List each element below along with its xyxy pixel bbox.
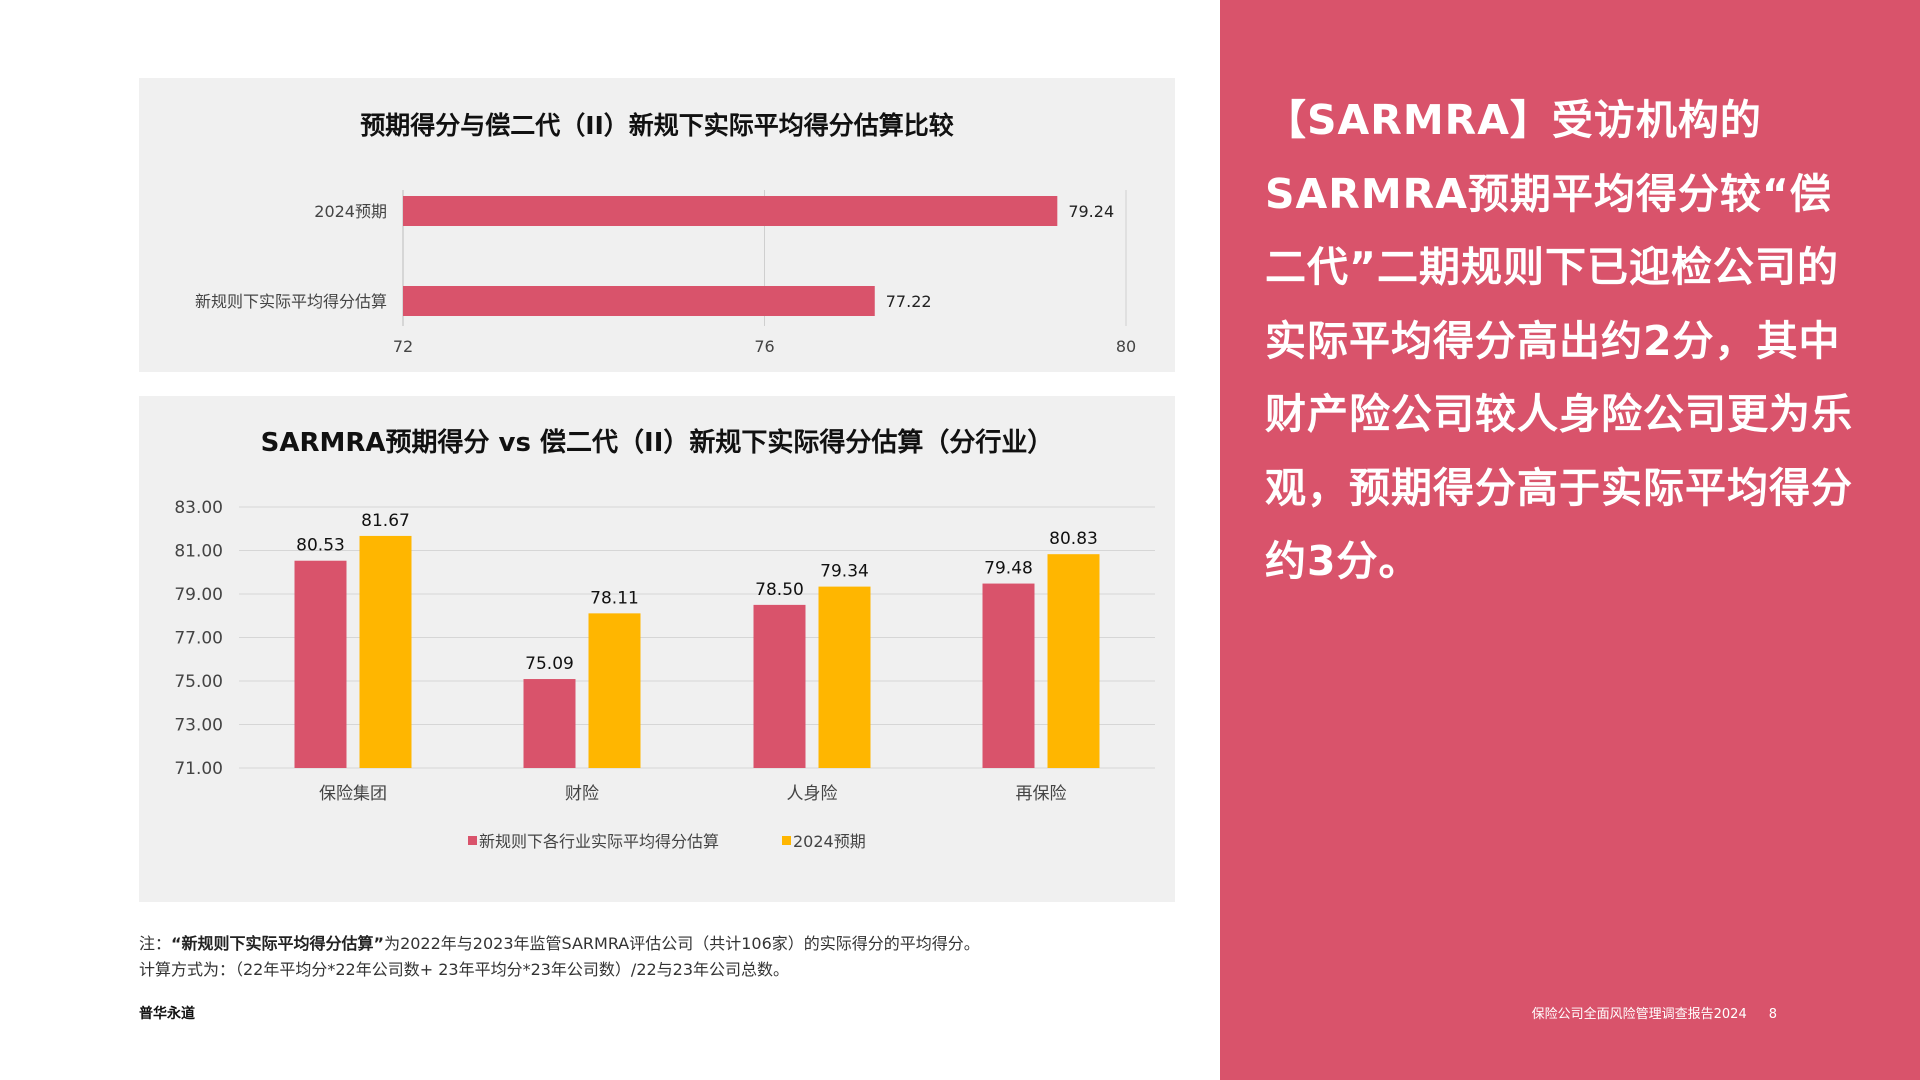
footnote-bold-term: “新规则下实际平均得分估算” bbox=[171, 934, 385, 953]
footnote-line-2: 计算方式为：（22年平均分*22年公司数+ 23年平均分*23年公司数）/22与… bbox=[139, 960, 790, 979]
footnote-prefix: 注： bbox=[139, 934, 172, 953]
chart2-category-label: 人身险 bbox=[787, 784, 838, 804]
chart2-bar bbox=[818, 586, 871, 768]
chart2-category-label: 再保险 bbox=[1016, 784, 1067, 804]
headline-text: 【SARMRA】受访机构的SARMRA预期平均得分较“偿二代”二期规则下已迎检公… bbox=[1265, 96, 1853, 585]
chart2-legend-swatch bbox=[782, 836, 791, 845]
chart2-legend-label: 新规则下各行业实际平均得分估算 bbox=[479, 832, 719, 851]
page-number: 8 bbox=[1768, 1007, 1777, 1022]
chart1-data-label: 79.24 bbox=[1068, 202, 1114, 221]
chart2-title: SARMRA预期得分 vs 偿二代（II）新规下实际得分估算（分行业） bbox=[260, 428, 1054, 458]
chart1-svg: 72 76 80 2024预期 79.24 新规则下实际平均得分估算 77.22 bbox=[195, 190, 1136, 356]
chart2-data-label: 79.48 bbox=[984, 559, 1033, 579]
chart2-data-label: 79.34 bbox=[820, 562, 869, 582]
chart2-svg: 71.00 73.00 75.00 77.00 79.00 81.00 83.00 保险集团 8… bbox=[174, 498, 1155, 851]
chart-industry-panel: SARMRA预期得分 vs 偿二代（II）新规下实际得分估算（分行业） 71.0… bbox=[139, 396, 1175, 902]
summary-panel: 【SARMRA】受访机构的SARMRA预期平均得分较“偿二代”二期规则下已迎检公… bbox=[1220, 0, 1920, 1080]
chart1-category-label: 2024预期 bbox=[314, 202, 387, 221]
chart1-bar bbox=[403, 196, 1058, 226]
footnote-line-1: 注：“新规则下实际平均得分估算”为2022年与2023年监管SARMRA评估公司… bbox=[139, 930, 980, 954]
chart1-data-label: 77.22 bbox=[886, 292, 932, 311]
report-title-text: 保险公司全面风险管理调查报告2024 bbox=[1531, 1007, 1747, 1022]
chart2-bar bbox=[1047, 554, 1100, 768]
chart2-y-tick-label: 73.00 bbox=[174, 716, 223, 736]
chart2-y-tick-label: 79.00 bbox=[174, 585, 223, 605]
chart2-bar bbox=[982, 583, 1035, 768]
chart2-bar bbox=[753, 604, 806, 768]
chart2-legend-swatch bbox=[468, 836, 477, 845]
report-title: 保险公司全面风险管理调查报告2024 8 bbox=[1532, 1003, 1777, 1022]
chart1-category-label: 新规则下实际平均得分估算 bbox=[195, 292, 387, 311]
chart2-legend-label: 2024预期 bbox=[793, 832, 866, 851]
chart2-y-tick-label: 83.00 bbox=[174, 498, 223, 518]
chart2-bar bbox=[359, 535, 412, 768]
chart1-x-tick-label: 72 bbox=[393, 337, 413, 356]
chart2-data-label: 78.50 bbox=[755, 580, 804, 600]
chart2-data-label: 80.53 bbox=[296, 536, 345, 556]
chart2-y-tick-label: 75.00 bbox=[174, 672, 223, 692]
footnote-text: 为2022年与2023年监管SARMRA评估公司（共计106家）的实际得分的平均… bbox=[384, 934, 980, 953]
chart1-x-tick-label: 80 bbox=[1116, 337, 1136, 356]
chart2-data-label: 81.67 bbox=[361, 511, 410, 531]
chart2-y-tick-label: 77.00 bbox=[174, 629, 223, 649]
chart2-category-label: 保险集团 bbox=[319, 784, 387, 804]
chart1-title: 预期得分与偿二代（II）新规下实际平均得分估算比较 bbox=[360, 111, 954, 140]
chart1-bar bbox=[403, 286, 875, 316]
chart2-data-label: 75.09 bbox=[525, 654, 574, 674]
brand-logo-text: 普华永道 bbox=[139, 1006, 195, 1022]
chart2-bar bbox=[523, 679, 576, 768]
chart2-data-label: 80.83 bbox=[1049, 529, 1098, 549]
chart2-category-label: 财险 bbox=[565, 784, 599, 804]
chart2-bar bbox=[588, 613, 641, 768]
chart2-y-tick-label: 71.00 bbox=[174, 759, 223, 779]
chart2-y-tick-label: 81.00 bbox=[174, 542, 223, 562]
chart2-data-label: 78.11 bbox=[590, 588, 639, 608]
chart2-bar bbox=[294, 560, 347, 768]
chart1-x-tick-label: 76 bbox=[754, 337, 774, 356]
chart-comparison-panel: 预期得分与偿二代（II）新规下实际平均得分估算比较 72 76 80 2024预期 79… bbox=[139, 78, 1175, 372]
